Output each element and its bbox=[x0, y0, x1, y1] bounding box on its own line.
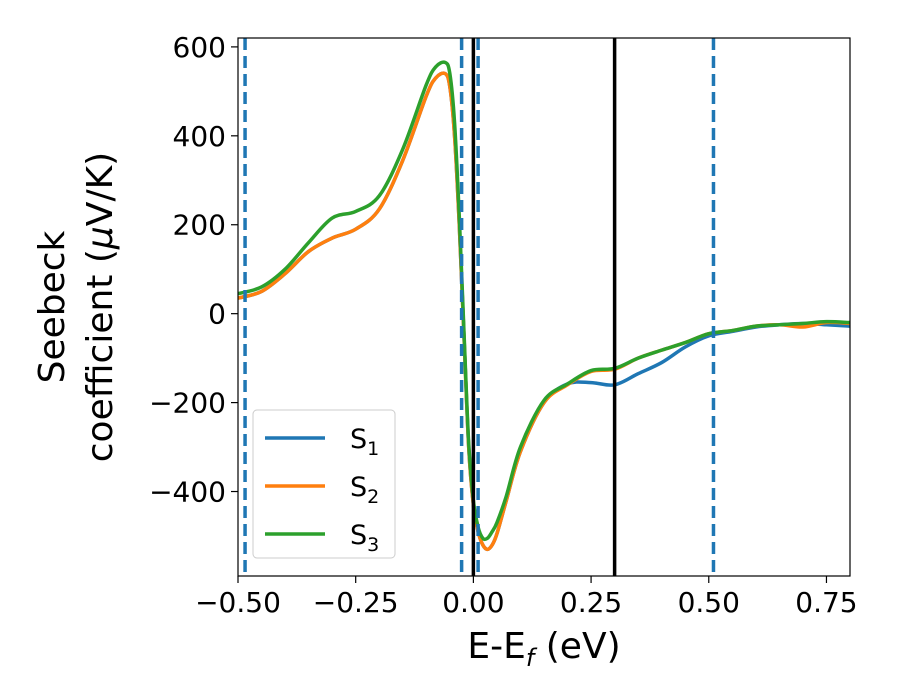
plot-frame bbox=[237, 37, 851, 577]
x-tick-label: −0.50 bbox=[195, 586, 281, 619]
y-tick-label: 200 bbox=[173, 209, 226, 242]
x-tick-label: 0.00 bbox=[442, 586, 504, 619]
legend-entries: S1 S2 S3 bbox=[265, 424, 379, 556]
y-ticks: −400 −200 0 200 400 600 bbox=[149, 31, 238, 509]
x-tick-label: 0.25 bbox=[560, 586, 622, 619]
y-axis-label-line2: coefficient (μV/K) bbox=[80, 152, 121, 462]
series-line-s3 bbox=[238, 60, 850, 542]
legend-box bbox=[252, 409, 396, 559]
y-tick-label: 400 bbox=[173, 120, 226, 153]
y-tick-label: −400 bbox=[149, 476, 226, 509]
legend-label-s2: S2 bbox=[350, 472, 379, 508]
y-axis-label: Seebeck coefficient (μV/K) bbox=[32, 152, 121, 462]
x-tick-label: −0.25 bbox=[313, 586, 399, 619]
x-ticks: −0.50 −0.25 0.00 0.25 0.50 0.75 bbox=[195, 576, 858, 619]
y-tick-label: 600 bbox=[173, 31, 226, 64]
legend-label-s3: S3 bbox=[350, 520, 379, 556]
x-tick-label: 0.75 bbox=[795, 586, 857, 619]
x-axis-label: E-Ef (eV) bbox=[467, 626, 620, 672]
y-axis-label-line1: Seebeck bbox=[32, 230, 73, 383]
x-tick-label: 0.50 bbox=[678, 586, 740, 619]
legend: S1 S2 S3 bbox=[252, 409, 396, 559]
series-layer bbox=[238, 60, 850, 552]
reference-lines bbox=[243, 38, 716, 576]
y-tick-label: 0 bbox=[208, 298, 226, 331]
legend-label-s1: S1 bbox=[350, 424, 379, 460]
y-tick-label: −200 bbox=[149, 387, 226, 420]
